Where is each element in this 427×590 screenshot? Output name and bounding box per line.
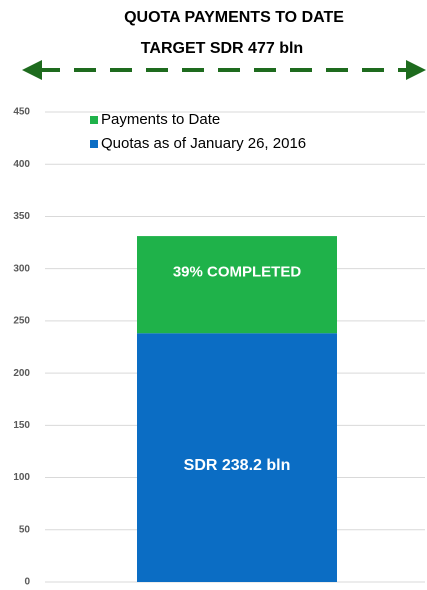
y-tick-label: 300 bbox=[13, 263, 30, 274]
y-tick-label: 350 bbox=[13, 211, 30, 222]
annotation: 39% COMPLETED bbox=[173, 264, 302, 281]
legend-label: Quotas as of January 26, 2016 bbox=[101, 135, 306, 152]
y-tick-label: 250 bbox=[13, 316, 30, 327]
chart-title: QUOTA PAYMENTS TO DATE bbox=[124, 9, 344, 26]
y-tick-label: 100 bbox=[13, 472, 30, 483]
y-tick-label: 150 bbox=[13, 420, 30, 431]
legend-swatch bbox=[90, 116, 98, 124]
y-tick-label: 450 bbox=[13, 107, 30, 118]
y-tick-label: 400 bbox=[13, 159, 30, 170]
y-tick-label: 200 bbox=[13, 368, 30, 379]
y-tick-label: 0 bbox=[24, 577, 30, 588]
chart-subtitle: TARGET SDR 477 bln bbox=[141, 40, 303, 57]
legend-swatch bbox=[90, 140, 98, 148]
y-tick-label: 50 bbox=[19, 524, 31, 535]
target-arrow bbox=[22, 60, 426, 80]
bar-segment bbox=[137, 236, 337, 334]
bar-segment bbox=[137, 333, 337, 582]
legend-label: Payments to Date bbox=[101, 111, 220, 128]
data-label: SDR 238.2 bln bbox=[184, 457, 291, 474]
